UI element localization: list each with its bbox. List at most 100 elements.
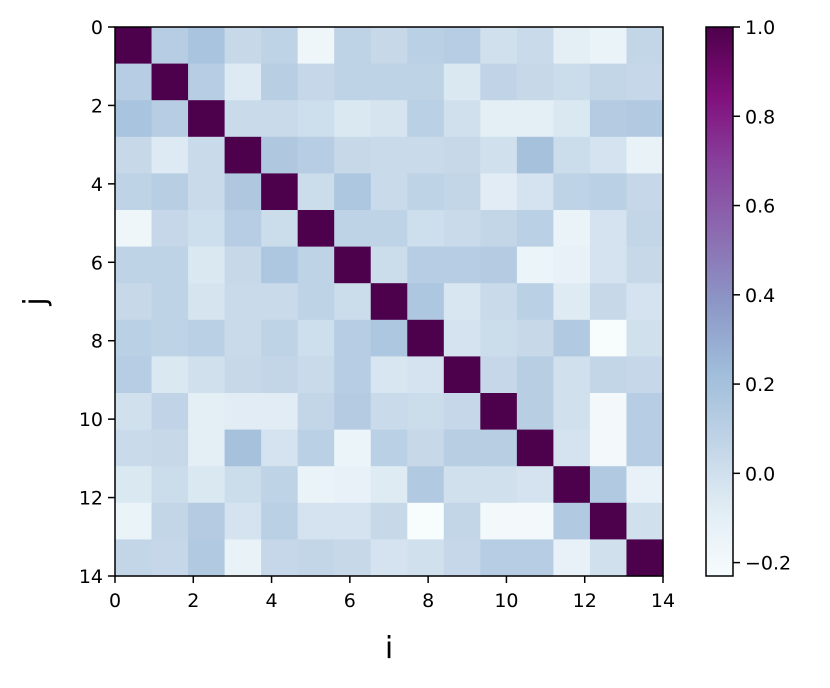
heatmap-cells xyxy=(115,27,664,577)
heatmap-cell-11-5 xyxy=(297,429,335,467)
heatmap-cell-14-1 xyxy=(151,539,189,577)
heatmap-cell-9-7 xyxy=(370,356,408,394)
heatmap-cell-0-3 xyxy=(224,27,262,65)
heatmap-cell-7-7 xyxy=(370,283,408,321)
heatmap-cell-14-6 xyxy=(334,539,372,577)
heatmap-cell-2-4 xyxy=(261,100,299,138)
heatmap-cell-3-5 xyxy=(297,136,335,174)
x-tick-label: 8 xyxy=(422,590,434,612)
heatmap-cell-11-8 xyxy=(407,429,445,467)
heatmap-cell-2-3 xyxy=(224,100,262,138)
colorbar-tick-label: 0.2 xyxy=(745,374,775,396)
heatmap-cell-4-2 xyxy=(188,173,226,211)
x-tick-label: 14 xyxy=(651,590,675,612)
heatmap-cell-6-10 xyxy=(480,246,518,284)
heatmap-cell-0-7 xyxy=(370,27,408,65)
heatmap-cell-6-5 xyxy=(297,246,335,284)
y-tick-label: 8 xyxy=(91,331,103,353)
heatmap-cell-7-9 xyxy=(443,283,481,321)
heatmap-cell-9-11 xyxy=(516,356,554,394)
heatmap-cell-3-9 xyxy=(443,136,481,174)
heatmap-cell-12-7 xyxy=(370,466,408,504)
heatmap-cell-6-8 xyxy=(407,246,445,284)
heatmap-cell-4-14 xyxy=(626,173,664,211)
heatmap-cell-1-0 xyxy=(115,63,153,101)
heatmap-cell-0-1 xyxy=(151,27,189,65)
x-axis-label: i xyxy=(385,631,393,666)
heatmap-cell-6-12 xyxy=(553,246,591,284)
heatmap-cell-11-1 xyxy=(151,429,189,467)
heatmap-cell-2-8 xyxy=(407,100,445,138)
heatmap-cell-6-3 xyxy=(224,246,262,284)
heatmap-cell-8-0 xyxy=(115,319,153,357)
colorbar-tick-label: 1.0 xyxy=(745,17,775,39)
colorbar-tick-label: 0.6 xyxy=(745,196,775,218)
heatmap-cell-10-2 xyxy=(188,393,226,431)
heatmap-cell-4-1 xyxy=(151,173,189,211)
heatmap-cell-11-11 xyxy=(516,429,554,467)
heatmap-cell-10-14 xyxy=(626,393,664,431)
heatmap-cell-5-7 xyxy=(370,210,408,248)
y-tick-label: 4 xyxy=(91,174,103,196)
heatmap-cell-13-14 xyxy=(626,502,664,540)
heatmap-cell-6-9 xyxy=(443,246,481,284)
heatmap-cell-13-1 xyxy=(151,502,189,540)
heatmap-cell-11-2 xyxy=(188,429,226,467)
heatmap-cell-1-14 xyxy=(626,63,664,101)
heatmap-cell-14-7 xyxy=(370,539,408,577)
heatmap-cell-8-2 xyxy=(188,319,226,357)
heatmap-cell-9-1 xyxy=(151,356,189,394)
heatmap-cell-0-10 xyxy=(480,27,518,65)
heatmap-cell-10-3 xyxy=(224,393,262,431)
heatmap-cell-9-6 xyxy=(334,356,372,394)
heatmap-cell-13-12 xyxy=(553,502,591,540)
heatmap-cell-12-12 xyxy=(553,466,591,504)
heatmap-cell-2-9 xyxy=(443,100,481,138)
heatmap-cell-7-4 xyxy=(261,283,299,321)
heatmap-cell-5-4 xyxy=(261,210,299,248)
heatmap-cell-2-2 xyxy=(188,100,226,138)
heatmap-cell-10-10 xyxy=(480,393,518,431)
heatmap-cell-13-7 xyxy=(370,502,408,540)
y-tick-label: 14 xyxy=(79,566,103,588)
heatmap-cell-6-1 xyxy=(151,246,189,284)
heatmap-cell-8-12 xyxy=(553,319,591,357)
heatmap-cell-12-9 xyxy=(443,466,481,504)
y-tick-label: 2 xyxy=(91,95,103,117)
heatmap-cell-1-11 xyxy=(516,63,554,101)
heatmap-cell-2-5 xyxy=(297,100,335,138)
heatmap-cell-12-10 xyxy=(480,466,518,504)
heatmap-cell-3-6 xyxy=(334,136,372,174)
heatmap-cell-7-14 xyxy=(626,283,664,321)
heatmap-cell-12-13 xyxy=(589,466,628,504)
heatmap-cell-13-5 xyxy=(297,502,335,540)
heatmap-cell-6-14 xyxy=(626,246,664,284)
colorbar xyxy=(705,26,734,577)
heatmap-cell-13-8 xyxy=(407,502,445,540)
colorbar-tick-label: 0.0 xyxy=(745,463,775,485)
heatmap-cell-3-11 xyxy=(516,136,554,174)
heatmap-cell-9-9 xyxy=(443,356,481,394)
heatmap-cell-0-11 xyxy=(516,27,554,65)
heatmap-cell-3-8 xyxy=(407,136,445,174)
heatmap-cell-2-0 xyxy=(115,100,153,138)
heatmap-cell-1-10 xyxy=(480,63,518,101)
heatmap-cell-10-7 xyxy=(370,393,408,431)
heatmap-cell-1-4 xyxy=(261,63,299,101)
heatmap-cell-7-1 xyxy=(151,283,189,321)
heatmap-cell-11-13 xyxy=(589,429,628,467)
heatmap-cell-5-1 xyxy=(151,210,189,248)
heatmap-cell-4-0 xyxy=(115,173,153,211)
heatmap-cell-3-10 xyxy=(480,136,518,174)
colorbar-tick-label: −0.2 xyxy=(745,553,791,575)
heatmap-cell-12-1 xyxy=(151,466,189,504)
heatmap-cell-3-7 xyxy=(370,136,408,174)
heatmap-cell-5-8 xyxy=(407,210,445,248)
heatmap-cell-2-14 xyxy=(626,100,664,138)
heatmap-cell-12-4 xyxy=(261,466,299,504)
heatmap-cell-7-5 xyxy=(297,283,335,321)
x-tick-label: 4 xyxy=(266,590,278,612)
heatmap-cell-9-3 xyxy=(224,356,262,394)
heatmap-cell-1-8 xyxy=(407,63,445,101)
